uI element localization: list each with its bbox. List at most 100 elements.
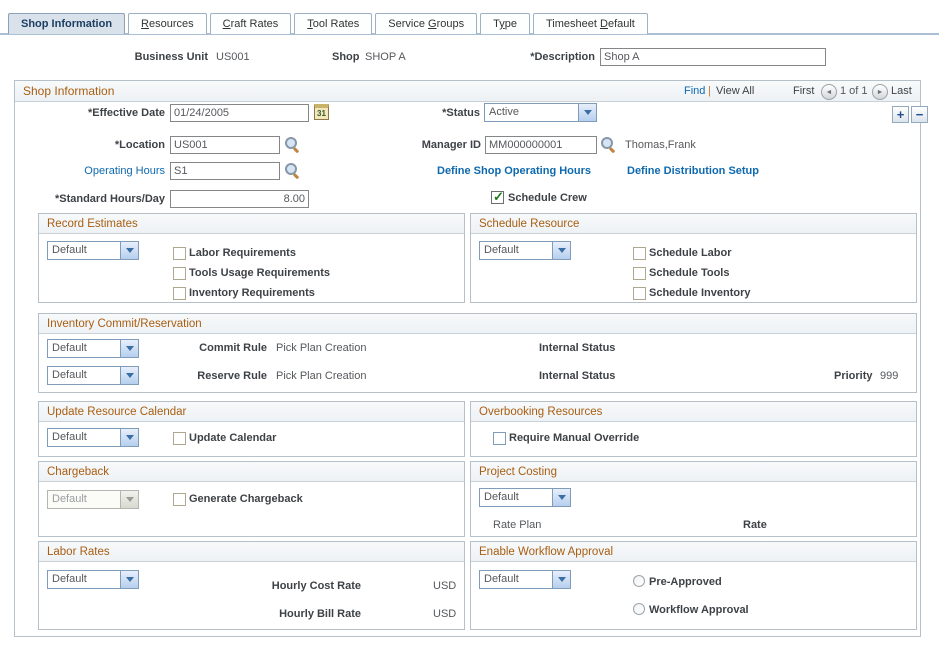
status-dropdown[interactable]: Active	[484, 103, 597, 122]
tab-label: T	[493, 18, 500, 30]
generate-chargeback-checkbox[interactable]	[173, 493, 186, 506]
tab-craft-rates[interactable]: Craft Rates	[209, 13, 292, 34]
tab-service-groups[interactable]: Service Groups	[375, 13, 478, 34]
next-glyph: ►	[876, 88, 884, 96]
previous-row-icon[interactable]: ◄	[821, 84, 837, 100]
dropdown-value: Default	[52, 493, 87, 505]
workflow-approval-dropdown[interactable]: Default	[479, 570, 571, 589]
update-calendar-checkbox[interactable]	[173, 432, 186, 445]
last-label[interactable]: Last	[891, 85, 912, 97]
labor-rates-dropdown[interactable]: Default	[47, 570, 139, 589]
delete-row-button[interactable]: −	[911, 106, 928, 123]
description-label: *Description	[530, 51, 595, 63]
tab-tool-rates[interactable]: Tool Rates	[294, 13, 373, 34]
section-title: Project Costing	[479, 465, 557, 478]
location-lookup-icon[interactable]	[285, 137, 300, 152]
standard-hours-input[interactable]	[170, 190, 309, 208]
operating-hours-lookup-icon[interactable]	[285, 163, 300, 178]
dropdown-value: Default	[52, 573, 87, 585]
require-manual-override-checkbox[interactable]	[493, 432, 506, 445]
schedule-crew-label: Schedule Crew	[508, 192, 587, 204]
reserve-rule-label: Reserve Rule	[197, 370, 267, 382]
project-costing-box: Project Costing Default Rate Plan Rate	[470, 461, 917, 537]
reserve-rule-value: Pick Plan Creation	[276, 370, 367, 382]
location-input[interactable]	[170, 136, 280, 154]
reserve-rule-dropdown[interactable]: Default	[47, 366, 139, 385]
schedule-tools-label: Schedule Tools	[649, 267, 730, 279]
priority-label: Priority	[834, 370, 873, 382]
chevron-down-icon	[552, 489, 570, 506]
tab-label: esources	[149, 18, 194, 30]
section-title: Enable Workflow Approval	[479, 545, 614, 558]
overbooking-resources-header: Overbooking Resources	[471, 402, 916, 422]
calendar-icon[interactable]: 31	[314, 104, 329, 120]
tab-label: Timesheet	[545, 18, 600, 30]
description-input[interactable]	[600, 48, 826, 66]
record-estimates-header: Record Estimates	[39, 214, 464, 234]
workflow-approval-label: Workflow Approval	[649, 604, 749, 616]
schedule-resource-header: Schedule Resource	[471, 214, 916, 234]
tab-resources[interactable]: Resources	[128, 13, 207, 34]
define-distribution-setup-link[interactable]: Define Distribution Setup	[627, 165, 759, 177]
header-divider: |	[708, 85, 711, 97]
manager-lookup-icon[interactable]	[601, 137, 616, 152]
shop-value: SHOP A	[365, 51, 406, 63]
dropdown-value: Default	[484, 244, 519, 256]
define-shop-operating-hours-link[interactable]: Define Shop Operating Hours	[437, 165, 592, 177]
tab-timesheet-default[interactable]: Timesheet Default	[532, 13, 648, 34]
tab-strip: Shop Information Resources Craft Rates T…	[0, 10, 939, 35]
effective-date-input[interactable]	[170, 104, 309, 122]
chevron-down-icon	[120, 242, 138, 259]
overbooking-resources-box: Overbooking Resources Require Manual Ove…	[470, 401, 917, 457]
tab-shop-information[interactable]: Shop Information	[8, 13, 126, 34]
next-row-icon[interactable]: ►	[872, 84, 888, 100]
update-resource-calendar-box: Update Resource Calendar Default Update …	[38, 401, 465, 457]
tools-usage-requirements-checkbox[interactable]	[173, 267, 186, 280]
view-all-link[interactable]: View All	[716, 85, 755, 97]
section-title: Overbooking Resources	[479, 405, 603, 418]
labor-requirements-label: Labor Requirements	[189, 247, 296, 259]
calendar-day: 31	[317, 109, 326, 118]
project-costing-header: Project Costing	[471, 462, 916, 482]
chevron-down-icon	[120, 491, 138, 508]
add-row-button[interactable]: +	[892, 106, 909, 123]
operating-hours-input[interactable]	[170, 162, 280, 180]
tab-type[interactable]: Type	[480, 13, 530, 34]
operating-hours-link[interactable]: Operating Hours	[84, 165, 165, 177]
schedule-inventory-checkbox[interactable]	[633, 287, 646, 300]
schedule-crew-checkbox[interactable]	[491, 189, 504, 205]
dropdown-value: Default	[52, 244, 87, 256]
row-counter: 1 of 1	[840, 85, 868, 97]
tab-access-key: C	[222, 18, 231, 30]
project-costing-dropdown[interactable]: Default	[479, 488, 571, 507]
inventory-requirements-label: Inventory Requirements	[189, 287, 315, 299]
find-link[interactable]: Find	[684, 85, 706, 97]
standard-hours-label: *Standard Hours/Day	[54, 193, 165, 205]
workflow-approval-radio[interactable]	[633, 603, 645, 615]
schedule-resource-dropdown[interactable]: Default	[479, 241, 571, 260]
section-title: Schedule Resource	[479, 217, 580, 230]
hourly-bill-rate-currency: USD	[433, 608, 457, 620]
schedule-labor-checkbox[interactable]	[633, 247, 646, 260]
workflow-approval-header: Enable Workflow Approval	[471, 542, 916, 562]
hourly-cost-rate-label: Hourly Cost Rate	[271, 580, 361, 592]
chevron-down-icon	[578, 104, 596, 121]
record-estimates-dropdown[interactable]: Default	[47, 241, 139, 260]
inventory-requirements-checkbox[interactable]	[173, 287, 186, 300]
minus-icon: −	[915, 107, 924, 122]
first-label[interactable]: First	[793, 85, 815, 97]
section-title: Labor Rates	[47, 545, 110, 558]
tab-access-key: T	[307, 18, 313, 30]
labor-requirements-checkbox[interactable]	[173, 247, 186, 260]
effective-date-label: *Effective Date	[87, 107, 165, 119]
pre-approved-radio[interactable]	[633, 575, 645, 587]
update-calendar-dropdown[interactable]: Default	[47, 428, 139, 447]
chevron-down-icon	[552, 571, 570, 588]
manager-name: Thomas,Frank	[625, 139, 696, 151]
schedule-labor-label: Schedule Labor	[649, 247, 732, 259]
manager-id-input[interactable]	[485, 136, 597, 154]
chargeback-dropdown: Default	[47, 490, 139, 509]
schedule-tools-checkbox[interactable]	[633, 267, 646, 280]
rate-plan-label: Rate Plan	[493, 519, 542, 531]
commit-rule-dropdown[interactable]: Default	[47, 339, 139, 358]
